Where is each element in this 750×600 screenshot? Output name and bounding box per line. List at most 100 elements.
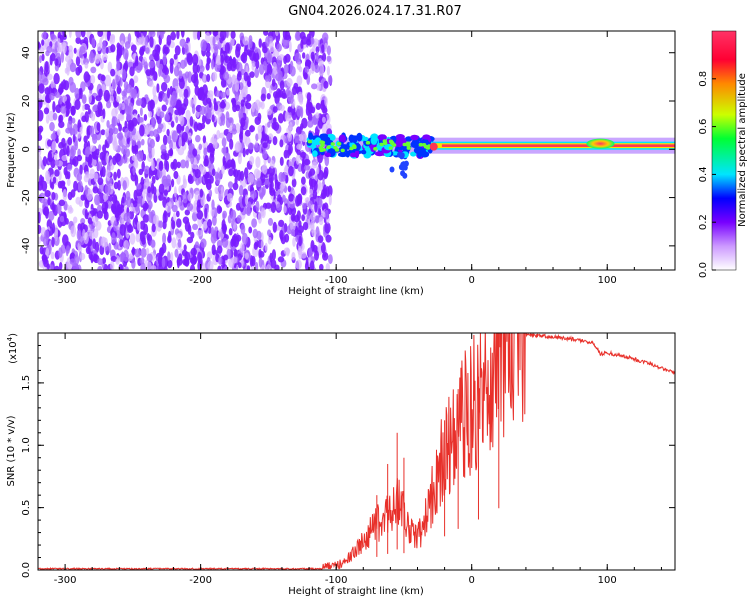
- colorbar-tick-label: 0.2: [698, 214, 709, 230]
- noise-speck: [82, 104, 86, 112]
- noise-speck: [89, 168, 95, 179]
- noise-speck: [75, 31, 82, 39]
- noise-speck: [223, 145, 227, 157]
- noise-speck: [144, 259, 149, 269]
- noise-speck: [38, 109, 44, 122]
- noise-speck: [178, 88, 183, 98]
- signal-peak: [318, 146, 323, 150]
- noise-speck: [315, 82, 321, 91]
- noise-speck: [135, 231, 141, 243]
- noise-speck: [244, 167, 249, 179]
- noise-speck: [226, 159, 234, 168]
- noise-speck: [212, 36, 216, 47]
- noise-speck: [234, 89, 240, 102]
- noise-speck: [206, 181, 212, 191]
- noise-speck: [139, 107, 143, 116]
- noise-speck: [241, 232, 248, 245]
- noise-speck: [119, 224, 126, 236]
- noise-speck: [326, 65, 330, 76]
- noise-speck: [147, 186, 152, 194]
- noise-speck: [60, 50, 65, 63]
- noise-speck: [93, 104, 99, 111]
- noise-speck: [124, 266, 129, 270]
- noise-speck: [276, 63, 281, 74]
- noise-speck: [125, 190, 131, 201]
- noise-speck: [53, 72, 60, 85]
- noise-speck: [200, 195, 206, 207]
- noise-speck: [41, 39, 45, 46]
- noise-speck: [116, 85, 122, 95]
- noise-speck: [148, 31, 155, 35]
- noise-speck: [324, 209, 329, 220]
- noise-speck: [254, 144, 260, 152]
- noise-speck: [66, 107, 70, 117]
- spec-ytick-label: -40: [21, 238, 32, 254]
- noise-speck: [324, 155, 330, 167]
- noise-speck: [279, 229, 284, 240]
- noise-speck: [254, 67, 260, 79]
- noise-speck: [103, 210, 109, 221]
- noise-speck: [136, 221, 141, 231]
- noise-speck: [315, 226, 320, 238]
- noise-speck: [268, 133, 274, 141]
- noise-speck: [212, 71, 218, 82]
- figure-title: GN04.2026.024.17.31.R07: [288, 4, 462, 19]
- noise-speck: [90, 74, 96, 85]
- noise-speck: [170, 31, 177, 41]
- noise-speck: [150, 239, 156, 248]
- noise-speck: [73, 254, 80, 266]
- noise-speck: [249, 125, 255, 133]
- noise-speck: [60, 81, 64, 93]
- noise-speck: [134, 59, 139, 67]
- noise-speck: [54, 152, 58, 161]
- noise-speck: [62, 189, 68, 201]
- noise-speck: [239, 32, 245, 41]
- noise-speck: [205, 31, 211, 44]
- noise-speck: [116, 116, 121, 124]
- noise-speck: [265, 36, 270, 48]
- noise-speck: [283, 64, 289, 74]
- noise-speck: [221, 137, 227, 148]
- noise-speck: [69, 62, 77, 73]
- noise-speck: [323, 170, 328, 180]
- noise-speck: [173, 65, 180, 77]
- noise-speck: [255, 261, 259, 270]
- noise-speck: [60, 181, 66, 190]
- noise-speck: [315, 112, 320, 119]
- noise-speck: [175, 210, 180, 218]
- noise-speck: [272, 136, 278, 146]
- noise-speck: [183, 88, 189, 99]
- noise-speck: [79, 164, 83, 176]
- noise-speck: [283, 205, 287, 214]
- noise-speck: [275, 73, 282, 82]
- noise-speck: [264, 242, 268, 252]
- noise-speck: [271, 78, 276, 87]
- noise-speck: [51, 191, 56, 201]
- noise-speck: [97, 258, 104, 266]
- noise-speck: [260, 101, 265, 110]
- noise-speck: [75, 37, 81, 44]
- coherent-hotspot: [586, 138, 615, 149]
- noise-speck: [121, 196, 125, 204]
- noise-speck: [81, 115, 87, 123]
- noise-speck: [276, 43, 282, 52]
- noise-speck: [150, 116, 155, 126]
- signal-blob: [348, 135, 359, 141]
- noise-speck: [255, 59, 260, 69]
- noise-speck: [258, 38, 262, 48]
- noise-speck: [324, 96, 328, 107]
- noise-speck: [162, 134, 168, 146]
- colorbar-frame: [711, 30, 737, 271]
- noise-speck: [122, 69, 127, 80]
- noise-speck: [251, 102, 255, 113]
- noise-speck: [122, 249, 129, 262]
- noise-speck: [227, 181, 234, 189]
- noise-speck: [315, 46, 320, 54]
- noise-speck: [226, 193, 234, 202]
- noise-speck: [295, 126, 302, 135]
- noise-speck: [134, 144, 139, 152]
- noise-speck: [284, 233, 290, 243]
- noise-speck: [143, 114, 148, 121]
- noise-speck: [75, 66, 81, 76]
- noise-speck: [321, 44, 325, 54]
